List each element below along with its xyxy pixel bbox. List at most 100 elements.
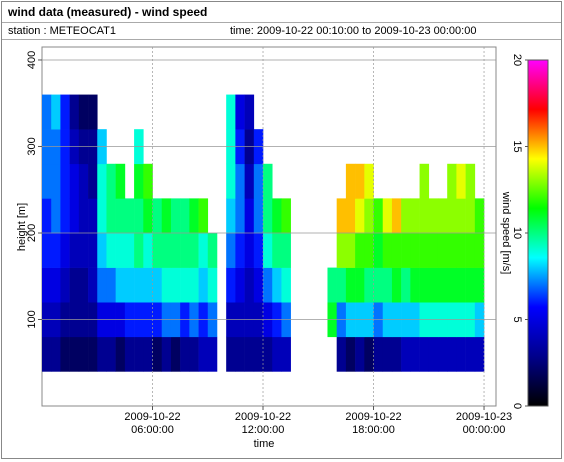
heat-cell	[69, 267, 80, 303]
heat-cell	[161, 232, 172, 268]
colorbar-tick-label: 15	[511, 140, 523, 152]
heat-cell	[78, 198, 89, 234]
station: station : METEOCAT1	[8, 25, 116, 37]
heat-cell	[373, 232, 384, 268]
heat-cell	[272, 232, 282, 268]
heat-cell	[447, 198, 457, 234]
heat-cell	[355, 267, 365, 303]
heat-cell	[419, 267, 430, 303]
heat-cell	[78, 232, 89, 268]
heat-cell	[474, 232, 485, 268]
heat-cell	[42, 94, 52, 130]
heat-cell	[382, 267, 393, 303]
heat-cell	[189, 232, 199, 268]
heat-cell	[161, 336, 172, 372]
heat-cell	[143, 336, 153, 372]
heat-cell	[373, 267, 384, 303]
heat-cell	[134, 267, 144, 303]
heat-cell	[198, 198, 209, 234]
heat-cell	[382, 336, 393, 372]
heat-cell	[106, 198, 116, 234]
heat-cell	[88, 163, 98, 199]
heat-cell	[134, 198, 144, 234]
heat-cell	[124, 336, 135, 372]
heat-cell	[244, 232, 255, 268]
colorbar	[527, 59, 549, 407]
x-tick-label: 2009-10-22 12:00:00	[234, 411, 292, 436]
heat-cell	[180, 232, 190, 268]
colorbar-tick-label: 0	[511, 403, 523, 409]
heat-cell	[474, 336, 485, 372]
heat-cell	[419, 232, 430, 268]
heat-cell	[42, 336, 52, 372]
heat-cell	[336, 198, 347, 234]
heat-cell	[263, 198, 273, 234]
heat-cell	[51, 336, 61, 372]
heat-cell	[189, 336, 199, 372]
heat-cell	[170, 336, 181, 372]
heat-cell	[401, 232, 411, 268]
heat-cell	[235, 94, 245, 130]
heat-cell	[336, 336, 347, 372]
heat-cell	[88, 267, 98, 303]
heat-cell	[51, 163, 61, 199]
heat-cell	[198, 232, 209, 268]
y-tick-label: 200	[26, 224, 38, 242]
heat-cell	[106, 336, 116, 372]
heat-cell	[88, 94, 98, 130]
heat-cell	[51, 267, 61, 303]
heat-cell	[134, 336, 144, 372]
heat-cell	[115, 198, 126, 234]
x-tick-label: 2009-10-22 06:00:00	[124, 411, 181, 436]
heat-cell	[97, 267, 107, 303]
heat-cell	[364, 198, 374, 234]
heat-cell	[69, 336, 80, 372]
heat-cell	[391, 232, 402, 268]
heat-cell	[69, 163, 80, 199]
heat-cell	[253, 336, 264, 372]
heat-cell	[465, 267, 476, 303]
heat-cell	[474, 267, 485, 303]
heat-cell	[115, 232, 126, 268]
heat-cell	[355, 336, 365, 372]
heat-cell	[134, 232, 144, 268]
heat-cell	[419, 163, 430, 199]
heat-cell	[401, 198, 411, 234]
heat-cell	[198, 267, 209, 303]
heat-cell	[78, 94, 89, 130]
heat-cell	[170, 232, 181, 268]
heat-cell	[124, 198, 135, 234]
heat-cell	[51, 94, 61, 130]
heat-cell	[410, 267, 420, 303]
heat-cell	[465, 232, 476, 268]
heat-cell	[401, 336, 411, 372]
heat-cell	[447, 232, 457, 268]
heat-cell	[51, 232, 61, 268]
heat-cell	[364, 267, 374, 303]
heat-cell	[364, 232, 374, 268]
heat-cell	[391, 267, 402, 303]
heat-cell	[336, 232, 347, 268]
heat-cell	[410, 336, 420, 372]
heat-cell	[143, 267, 153, 303]
heat-cell	[143, 232, 153, 268]
heat-cell	[382, 198, 393, 234]
heat-cell	[124, 232, 135, 268]
heat-cell	[355, 163, 365, 199]
heat-cell	[97, 163, 107, 199]
heat-cell	[78, 163, 89, 199]
heat-cell	[373, 336, 384, 372]
heat-cell	[226, 163, 236, 199]
x-tick-label: 2009-10-23 00:00:00	[455, 411, 513, 436]
heat-cell	[253, 163, 264, 199]
heat-cell	[235, 163, 245, 199]
heat-cell	[207, 232, 218, 268]
heat-cell	[161, 267, 172, 303]
heat-cell	[272, 336, 282, 372]
y-tick-label: 400	[26, 51, 38, 69]
heat-cell	[456, 336, 466, 372]
heat-cell	[428, 267, 439, 303]
heat-cell	[170, 267, 181, 303]
heat-cell	[345, 232, 356, 268]
